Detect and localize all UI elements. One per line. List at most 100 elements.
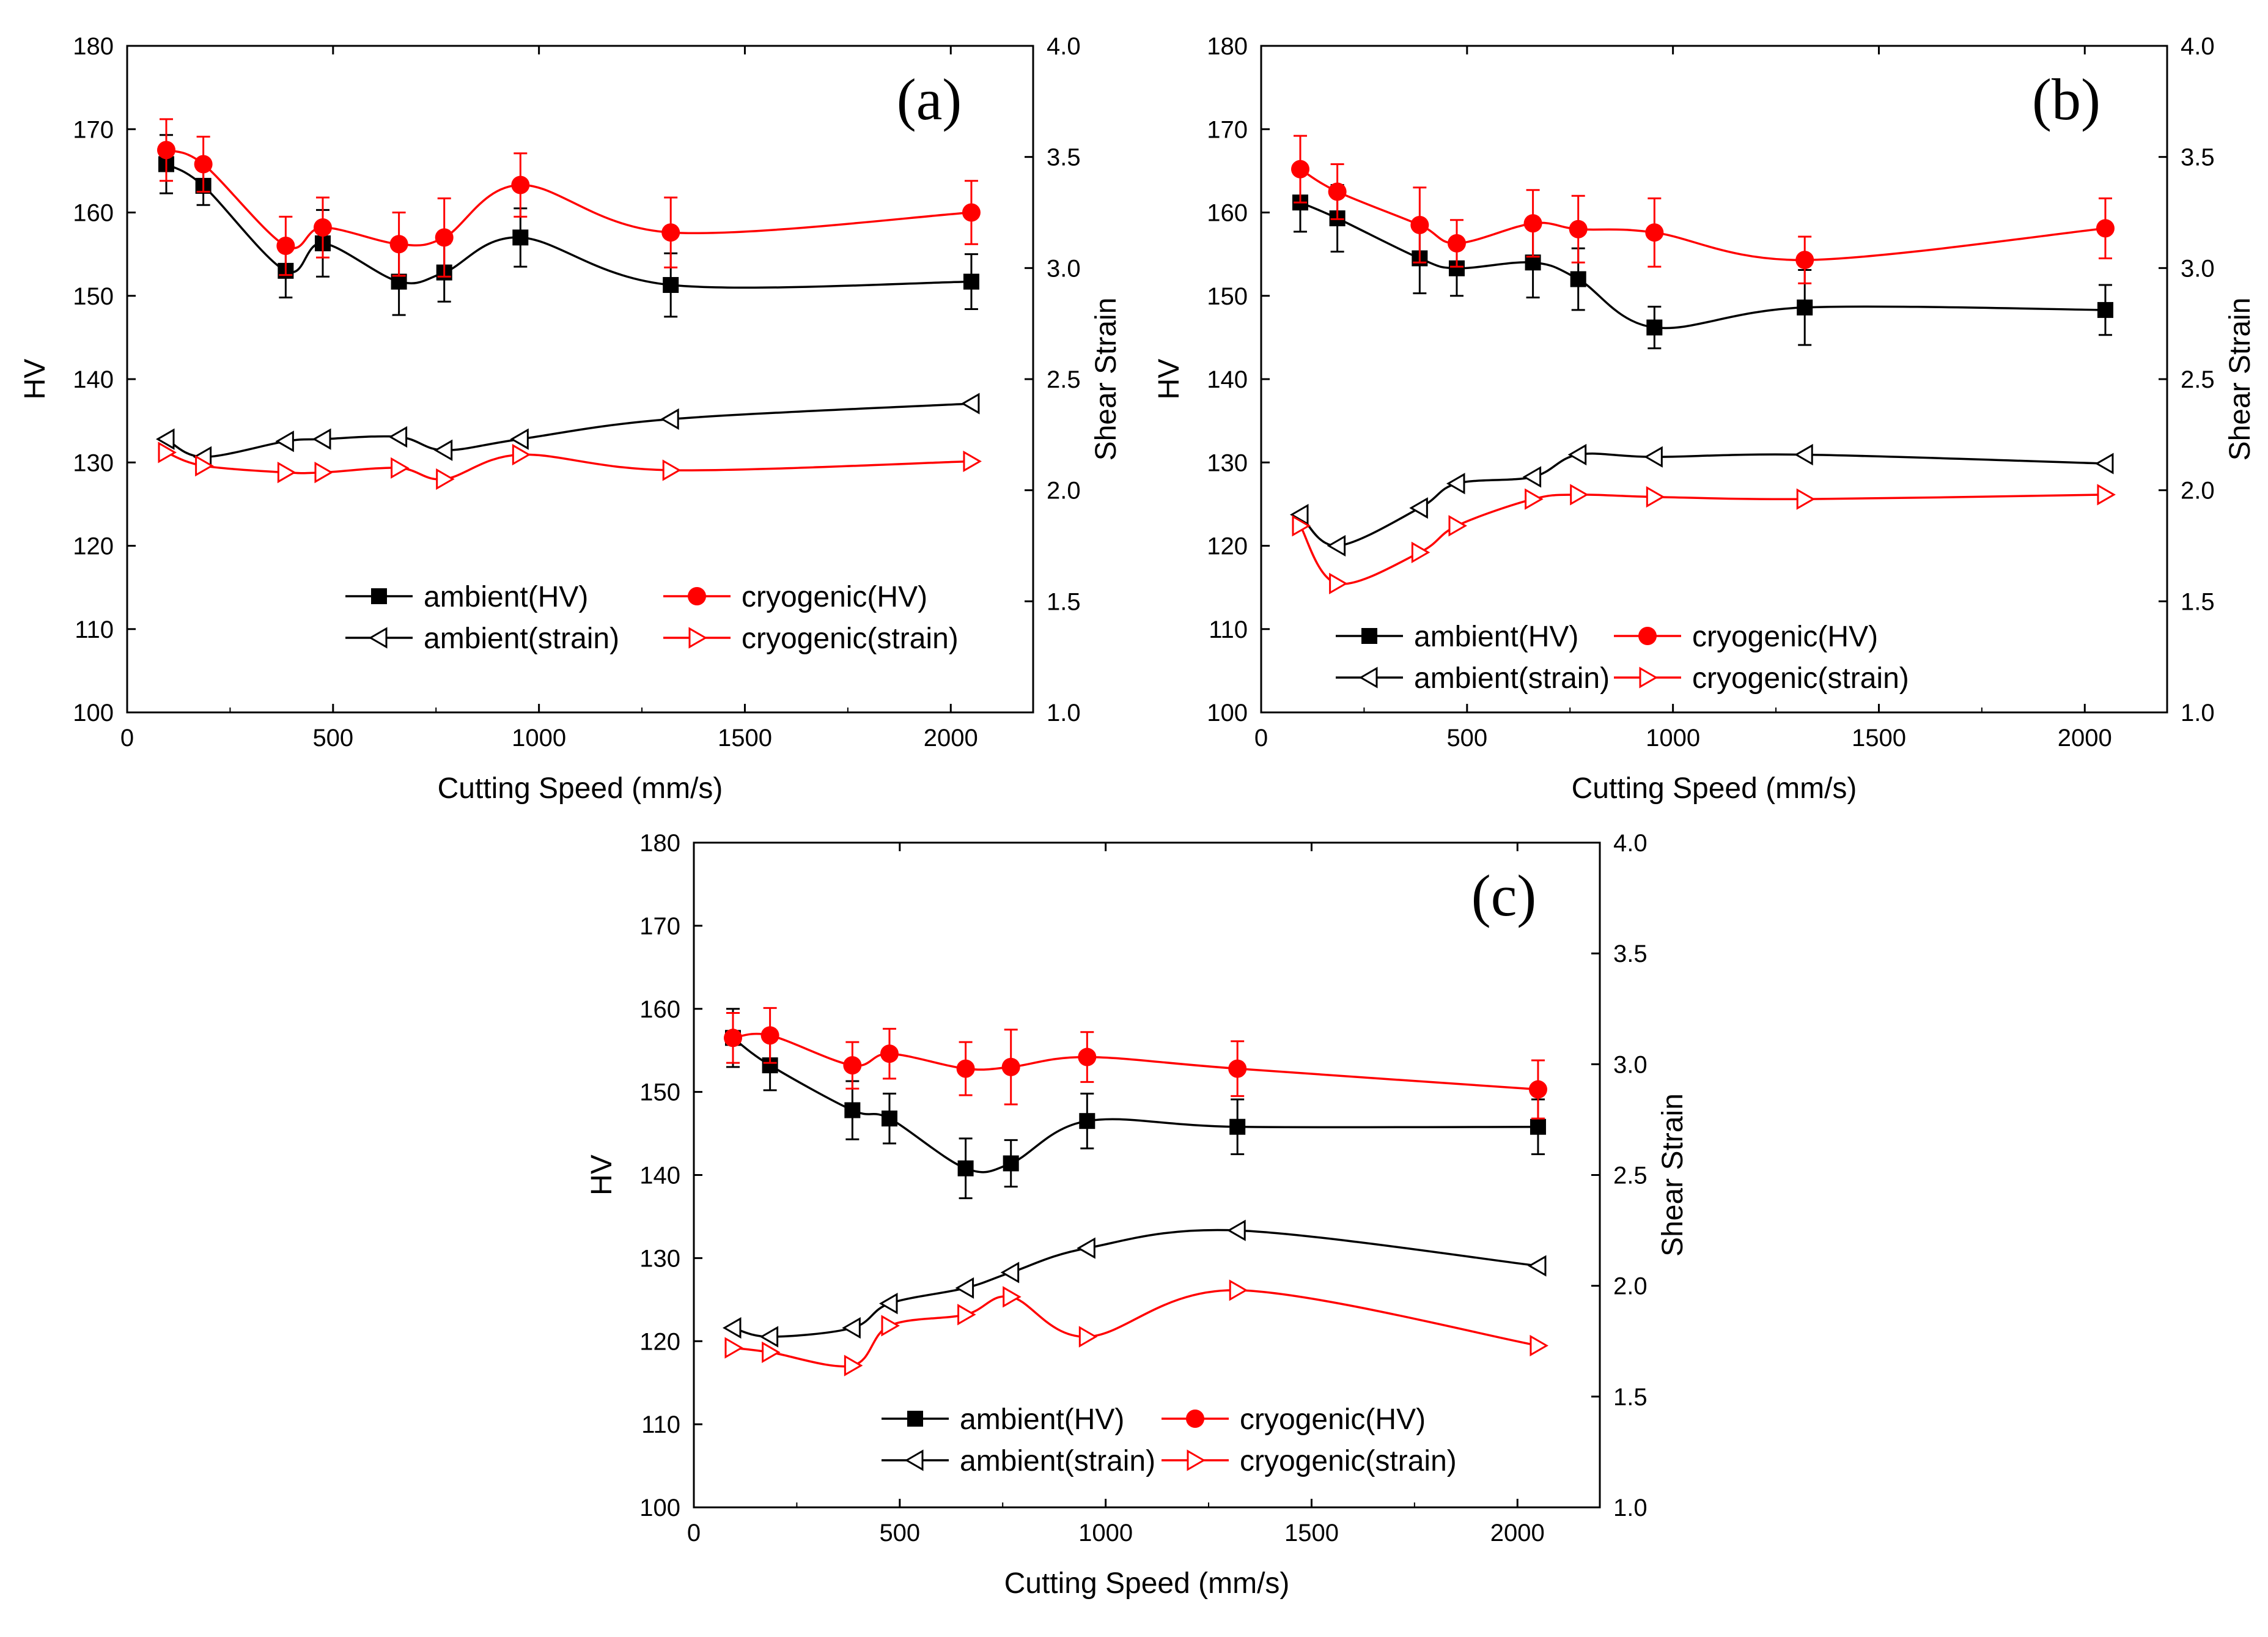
data-point (844, 1354, 863, 1376)
y2-tick-label: 2.5 (1047, 366, 1081, 393)
y2-tick-label: 1.5 (1047, 588, 1081, 615)
x-axis-title: Cutting Speed (mm/s) (1004, 1567, 1290, 1600)
series-cryogenic-HV (156, 118, 981, 278)
series-line (732, 1032, 1539, 1091)
plot-frame (693, 841, 1601, 1509)
x-tick-label: 1000 (1078, 1520, 1133, 1546)
data-point (314, 462, 333, 484)
data-point (2096, 219, 2115, 238)
data-point (313, 218, 332, 237)
x-tick-label: 1000 (1646, 725, 1700, 752)
y-tick-label: 140 (1207, 366, 1248, 393)
y-tick-label: 100 (639, 1495, 680, 1521)
data-point (1530, 1334, 1548, 1357)
data-point (1527, 1255, 1547, 1277)
data-point (510, 428, 529, 450)
legend-marker (371, 588, 387, 604)
data-point (1411, 541, 1430, 563)
data-point (957, 1304, 976, 1326)
series-line (732, 1229, 1539, 1338)
data-point (1569, 220, 1588, 238)
data-point (1523, 214, 1542, 233)
series-line (166, 163, 972, 289)
y-axis-title: HV (19, 359, 51, 400)
data-point (762, 1341, 781, 1363)
x-tick-label: 1500 (1852, 725, 1906, 752)
x-tick-label: 500 (1446, 725, 1487, 752)
y2-axis-title: Shear Strain (1657, 1093, 1689, 1257)
data-point (663, 277, 679, 294)
data-point (1570, 484, 1589, 506)
y-tick-label: 150 (1207, 283, 1248, 310)
y-tick-label: 120 (639, 1328, 680, 1355)
series-cryogenic-strain (158, 442, 982, 490)
y2-tick-label: 4.0 (1613, 830, 1648, 857)
data-point (1329, 572, 1348, 594)
legend-marker (1639, 667, 1659, 689)
y2-axis-title: Shear Strain (2224, 298, 2256, 461)
x-tick-label: 0 (687, 1520, 701, 1546)
data-point (275, 430, 294, 453)
legend-label: ambient(strain) (424, 623, 619, 655)
data-point (312, 428, 331, 450)
x-tick-label: 2000 (2058, 725, 2112, 752)
series-ambient-HV (724, 1008, 1546, 1200)
x-axis-title: Cutting Speed (mm/s) (1572, 772, 1857, 805)
data-point (512, 229, 529, 246)
data-point (1795, 251, 1814, 270)
legend-item: ambient(strain) (882, 1445, 1155, 1477)
legend-label: cryogenic(HV) (742, 581, 927, 613)
x-tick-label: 500 (879, 1520, 920, 1546)
y2-tick-label: 4.0 (1047, 33, 1081, 60)
legend: ambient(HV) cryogenic(HV) ambient(strain) c… (1336, 621, 1909, 695)
data-point (155, 428, 175, 450)
legend-item: ambient(strain) (345, 623, 619, 655)
series-ambient-HV (158, 134, 979, 318)
data-point (1079, 1113, 1095, 1129)
data-point (878, 1293, 898, 1315)
y2-tick-label: 2.0 (2181, 478, 2215, 504)
series-line (1299, 493, 2106, 585)
x-tick-label: 1000 (512, 725, 566, 752)
legend-item: cryogenic(HV) (1614, 621, 1878, 653)
series-ambient-strain (1289, 443, 2114, 557)
y-tick-label: 160 (1207, 200, 1248, 227)
series-cryogenic-HV (723, 1007, 1547, 1120)
y-tick-label: 110 (641, 1411, 680, 1438)
legend-marker (688, 627, 708, 649)
data-point (1796, 488, 1816, 510)
data-point (963, 273, 979, 290)
legend-marker (1186, 1410, 1204, 1428)
data-point (1525, 488, 1544, 510)
data-point (194, 155, 213, 174)
data-point (1522, 466, 1542, 488)
legend-item: ambient(strain) (1336, 662, 1610, 695)
y-tick-label: 100 (73, 700, 114, 726)
data-point (1229, 1279, 1248, 1301)
x-tick-label: 1500 (1284, 1520, 1339, 1546)
data-point (512, 443, 531, 466)
y-tick-label: 140 (73, 366, 114, 393)
data-point (660, 408, 679, 430)
legend-item: cryogenic(strain) (663, 623, 959, 655)
y2-tick-label: 3.0 (2181, 255, 2215, 282)
data-point (1410, 215, 1429, 234)
x-tick-label: 0 (1254, 725, 1268, 752)
y-tick-label: 180 (639, 830, 680, 857)
series-line (1300, 168, 2106, 261)
data-point (955, 1277, 974, 1299)
data-point (277, 462, 296, 484)
series-cryogenic-strain (1292, 484, 2116, 594)
data-point (156, 141, 175, 160)
data-point (962, 203, 981, 222)
series-ambient-strain (155, 393, 980, 468)
data-point (1003, 1155, 1019, 1172)
data-point (1567, 443, 1587, 466)
y-axis-title: HV (1153, 359, 1185, 400)
chart-panel-3: 0 500 1000 1500 2000 100 110 120 130 140 150 160 170… (586, 830, 1689, 1600)
data-point (1797, 299, 1813, 316)
data-point (960, 393, 980, 415)
series-line (166, 402, 972, 458)
y-tick-label: 110 (1209, 616, 1248, 643)
legend-item: cryogenic(HV) (1162, 1403, 1426, 1436)
